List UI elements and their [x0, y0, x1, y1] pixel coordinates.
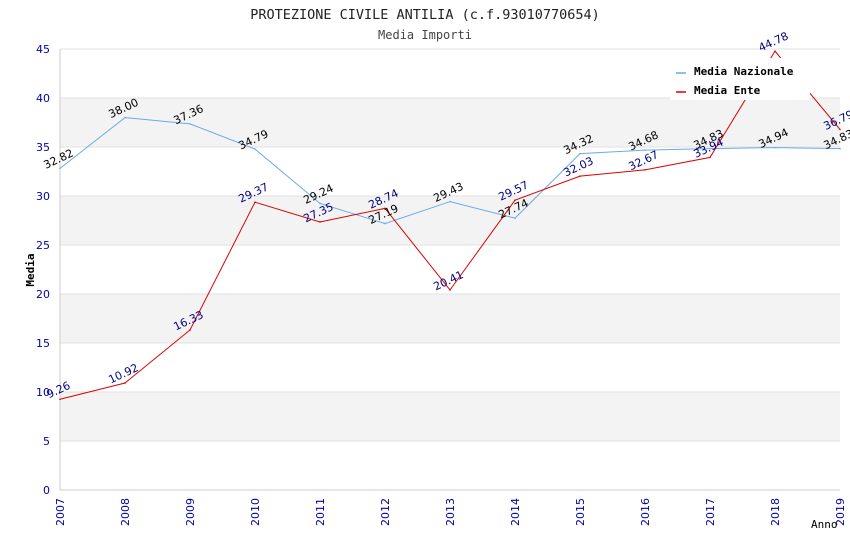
data-point-media-nazionale	[839, 147, 841, 150]
data-point-media-ente	[514, 199, 516, 202]
data-point-media-nazionale	[124, 116, 126, 119]
data-point-media-nazionale	[579, 152, 581, 155]
x-tick-label: 2019	[834, 498, 847, 526]
data-point-media-nazionale	[774, 146, 776, 149]
y-tick-label: 15	[36, 337, 50, 350]
chart-subtitle: Media Importi	[378, 28, 472, 42]
legend-label-media-ente: Media Ente	[694, 84, 761, 97]
data-point-media-nazionale	[514, 217, 516, 219]
y-tick-label: 40	[36, 92, 50, 105]
y-tick-label: 45	[36, 43, 50, 56]
y-tick-label: 30	[36, 190, 50, 203]
plot-band	[60, 98, 840, 147]
series-lines	[59, 50, 841, 401]
data-point-media-nazionale	[254, 148, 256, 150]
data-point-media-ente	[449, 289, 451, 291]
plot-band	[60, 196, 840, 245]
data-point-media-ente	[59, 398, 61, 401]
x-tick-label: 2008	[119, 498, 132, 526]
data-point-media-nazionale	[384, 222, 386, 225]
x-tick-label: 2017	[704, 498, 717, 526]
y-tick-label: 35	[36, 141, 50, 154]
y-tick-label: 20	[36, 288, 50, 301]
x-tick-labels: 2007 2008 2009 2010 2011 2012 2013 2014 2015 2016…	[54, 498, 847, 526]
x-tick-label: 2012	[379, 498, 392, 526]
legend-label-media-nazionale: Media Nazionale	[694, 65, 794, 78]
data-label-media-ente: 20.41	[431, 268, 465, 293]
y-tick-label: 0	[43, 484, 50, 497]
y-tick-label: 5	[43, 435, 50, 448]
data-point-media-ente	[709, 156, 711, 159]
legend: Media Nazionale Media Ente	[670, 58, 810, 100]
data-point-media-nazionale	[319, 202, 321, 205]
data-point-media-nazionale	[449, 200, 451, 203]
data-point-media-ente	[579, 175, 581, 177]
data-point-media-nazionale	[189, 123, 191, 125]
legend-box	[670, 58, 810, 100]
data-point-media-ente	[124, 382, 126, 384]
x-tick-label: 2014	[509, 498, 522, 526]
x-tick-label: 2010	[249, 498, 262, 526]
data-point-media-ente	[774, 50, 776, 52]
y-tick-label: 25	[36, 239, 50, 252]
data-label-media-ente: 44.78	[756, 29, 790, 54]
x-tick-label: 2018	[769, 498, 782, 526]
x-tick-label: 2011	[314, 498, 327, 526]
chart-title: PROTEZIONE CIVILE ANTILIA (c.f.930107706…	[250, 7, 600, 23]
data-point-media-ente	[644, 169, 646, 171]
data-point-media-ente	[319, 221, 321, 223]
data-point-media-ente	[189, 329, 191, 331]
data-point-media-nazionale	[59, 167, 61, 170]
data-point-media-ente	[839, 128, 841, 131]
x-axis-label: Anno	[811, 518, 838, 531]
x-tick-label: 2015	[574, 498, 587, 526]
y-tick-label: 10	[36, 386, 50, 399]
data-label-media-ente: 10.92	[106, 361, 140, 386]
x-tick-label: 2007	[54, 498, 67, 526]
x-tick-label: 2009	[184, 498, 197, 526]
data-point-media-ente	[384, 207, 386, 210]
data-point-media-nazionale	[644, 149, 646, 151]
plot-band	[60, 392, 840, 441]
gridlines	[60, 48, 840, 491]
data-label-media-ente: 32.03	[561, 154, 595, 179]
plot-band	[60, 294, 840, 343]
data-point-media-nazionale	[709, 147, 711, 150]
x-tick-label: 2013	[444, 498, 457, 526]
x-tick-label: 2016	[639, 498, 652, 526]
y-tick-labels: 0 5 10 15 20 25 30 35 40 45	[36, 43, 50, 497]
y-axis-label: Media	[24, 253, 37, 286]
data-point-media-ente	[254, 201, 256, 203]
plot-bands	[60, 98, 840, 441]
